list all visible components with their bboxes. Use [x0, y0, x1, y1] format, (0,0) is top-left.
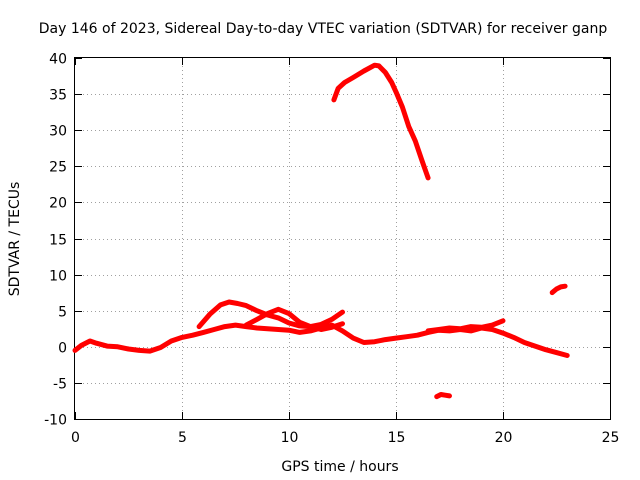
series-arc-dip	[243, 306, 345, 332]
y-tick-label: 5	[58, 305, 67, 321]
y-tick-label: 10	[49, 269, 67, 285]
y-tick-label: 15	[49, 233, 67, 249]
series-arc-afternoon	[425, 318, 506, 334]
x-tick-label: 0	[71, 430, 80, 446]
grid-layer	[75, 58, 610, 419]
plot-frame	[74, 57, 611, 420]
x-tick-label: 15	[388, 430, 406, 446]
series-arc-high	[331, 62, 431, 181]
chart-title: Day 146 of 2023, Sidereal Day-to-day VTE…	[39, 21, 608, 37]
x-tick-label: 25	[602, 430, 620, 446]
y-tick-label: 35	[49, 88, 67, 104]
y-tick-label: 20	[49, 196, 67, 212]
x-axis-label: GPS time / hours	[281, 459, 398, 475]
y-tick-label: 0	[58, 341, 67, 357]
y-tick-label: 25	[49, 160, 67, 176]
y-tick-label: 30	[49, 124, 67, 140]
x-tick-label: 5	[178, 430, 187, 446]
series-arc-late	[549, 283, 568, 296]
y-axis: -10 -5 0 5 10 15 20 25 30 35 40	[44, 52, 610, 429]
y-axis-label: SDTVAR / TECUs	[7, 182, 23, 297]
y-tick-label: 40	[49, 52, 67, 68]
series-arc-negative	[434, 392, 452, 400]
y-tick-label: -10	[44, 413, 67, 429]
x-tick-label: 20	[495, 430, 513, 446]
x-axis: 0 5 10 15 20 25	[71, 58, 619, 446]
series-layer	[72, 62, 570, 400]
x-tick-label: 10	[281, 430, 299, 446]
y-tick-label: -5	[53, 377, 67, 393]
